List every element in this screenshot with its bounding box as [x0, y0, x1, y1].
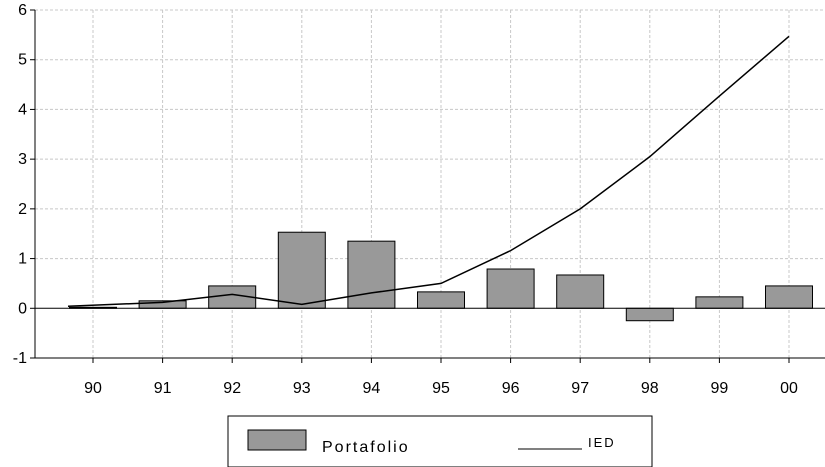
bar-portafolio-95	[417, 291, 465, 309]
bar-portafolio-96	[486, 268, 535, 309]
y-tick-label: 6	[18, 2, 27, 19]
y-tick-label: 5	[18, 52, 27, 69]
portafolio-bars	[69, 231, 813, 322]
y-tick-label: 1	[18, 251, 27, 268]
axes	[30, 9, 825, 363]
legend-label-portafolio: Portafolio	[322, 439, 410, 456]
x-tick-label: 91	[154, 380, 172, 397]
x-tick-label: 96	[502, 380, 520, 397]
x-tick-label: 98	[641, 380, 659, 397]
x-tick-label: 90	[84, 380, 102, 397]
ied-line-group	[67, 35, 790, 308]
bar-portafolio-99	[695, 296, 744, 309]
bar-portafolio-98	[625, 307, 674, 322]
y-tick-label: -1	[13, 350, 27, 367]
x-tick-label: 93	[293, 380, 311, 397]
x-tick-labels: 90 91 92 93 94 95 96 97 98 99 00	[84, 380, 798, 397]
bar-portafolio-97	[556, 274, 605, 309]
legend-label-ied: IED	[588, 435, 616, 450]
y-tick-label: 3	[18, 151, 27, 168]
legend-swatch-portafolio	[247, 429, 307, 451]
y-tick-label: 2	[18, 201, 27, 218]
y-tick-labels: -1 0 1 2 3 4 5 6	[13, 2, 27, 367]
x-tick-label: 92	[223, 380, 241, 397]
bar-portafolio-93	[277, 231, 326, 309]
x-tick-label: 00	[780, 380, 798, 397]
legend: Portafolio IED	[227, 415, 653, 467]
ied-line	[67, 35, 790, 308]
y-tick-label: 0	[18, 300, 27, 317]
x-tick-label: 94	[363, 380, 381, 397]
bar-portafolio-00	[765, 285, 813, 309]
x-tick-label: 99	[711, 380, 729, 397]
x-tick-label: 95	[432, 380, 450, 397]
x-tick-label: 97	[571, 380, 589, 397]
y-tick-label: 4	[18, 101, 27, 118]
bar-portafolio-94	[347, 240, 396, 309]
